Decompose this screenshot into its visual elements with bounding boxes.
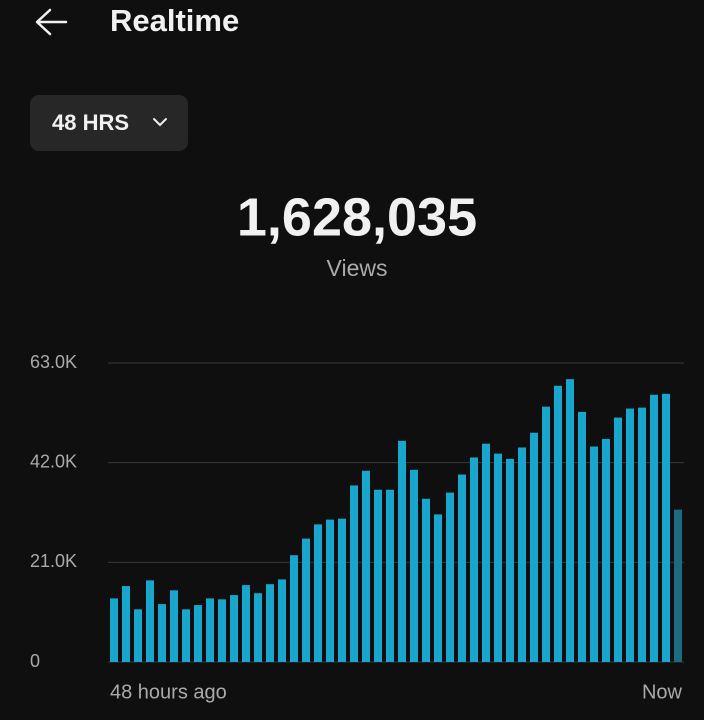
bar — [338, 518, 346, 662]
bar — [590, 446, 598, 662]
bar — [602, 438, 610, 662]
range-dropdown[interactable]: 48 HRS — [30, 95, 188, 151]
bar — [398, 440, 406, 662]
bar — [434, 514, 442, 662]
bar — [470, 457, 478, 662]
bar — [458, 474, 466, 662]
dropdown-bg — [30, 95, 188, 151]
bar — [362, 470, 370, 662]
bar — [182, 609, 190, 662]
bar — [122, 586, 130, 662]
back-arrow — [35, 8, 68, 36]
bar — [170, 590, 178, 662]
bar — [386, 489, 394, 662]
bar — [134, 609, 142, 662]
bar — [674, 509, 682, 662]
bar — [506, 458, 514, 662]
y-tick-label: 63.0K — [30, 352, 77, 372]
bar — [422, 498, 430, 662]
bar — [254, 593, 262, 662]
page-title: Realtime — [110, 3, 239, 38]
bar — [614, 417, 622, 662]
bar — [650, 394, 658, 662]
back-button[interactable] — [35, 8, 68, 36]
bar — [146, 580, 154, 662]
bar — [566, 379, 574, 662]
x-start-label: 48 hours ago — [110, 681, 227, 703]
y-tick-label: 42.0K — [30, 451, 77, 471]
bar — [158, 604, 166, 662]
bar — [350, 485, 358, 662]
bar — [578, 411, 586, 662]
dropdown-label: 48 HRS — [52, 110, 129, 135]
bar — [446, 492, 454, 662]
bar — [242, 585, 250, 662]
bar — [410, 469, 418, 662]
chevron — [153, 118, 167, 127]
bar — [110, 598, 118, 662]
bar — [530, 432, 538, 662]
bar — [302, 538, 310, 662]
bar — [374, 489, 382, 662]
bar — [314, 524, 322, 662]
metric-label: Views — [327, 255, 388, 281]
total-views: 1,628,035 — [237, 187, 477, 247]
bar — [278, 579, 286, 662]
bar — [554, 385, 562, 662]
bar — [662, 393, 670, 662]
bar — [494, 453, 502, 662]
bar — [518, 447, 526, 662]
bar — [206, 598, 214, 662]
bar — [482, 443, 490, 662]
bar — [542, 406, 550, 662]
y-tick-label: 21.0K — [30, 551, 77, 571]
y-tick-label: 0 — [30, 651, 40, 671]
bar — [194, 605, 202, 662]
bar — [230, 595, 238, 662]
bar — [326, 519, 334, 662]
bar — [626, 408, 634, 662]
bar — [218, 599, 226, 662]
bar — [638, 407, 646, 662]
bar — [290, 555, 298, 662]
bar — [266, 584, 274, 662]
x-end-label: Now — [642, 681, 683, 703]
